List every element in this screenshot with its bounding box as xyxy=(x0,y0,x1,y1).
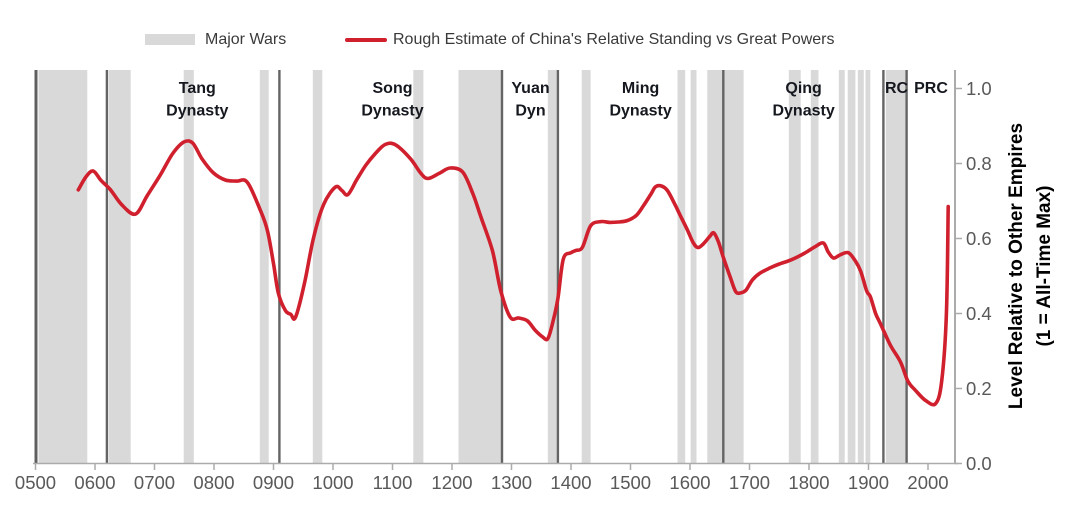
war-band xyxy=(183,70,194,464)
x-tick-label: 0900 xyxy=(253,472,294,493)
legend: Major Wars Rough Estimate of China's Rel… xyxy=(0,0,1080,60)
war-band xyxy=(259,70,269,464)
x-tick-label: 1300 xyxy=(491,472,532,493)
dynasty-label: Dynasty xyxy=(609,103,671,120)
x-tick-label: 0800 xyxy=(193,472,234,493)
y-tick-label: 0.8 xyxy=(966,153,992,174)
x-tick-label: 1000 xyxy=(312,472,353,493)
y-tick-label: 0.2 xyxy=(966,378,992,399)
war-band xyxy=(38,70,88,464)
y-axis-title: Level Relative to Other Empires xyxy=(1006,123,1027,409)
dynasty-label: Song xyxy=(373,80,413,97)
war-band xyxy=(677,70,686,464)
x-tick-label: 0700 xyxy=(134,472,175,493)
dynasty-label: Dynasty xyxy=(772,103,834,120)
dynasty-label: Qing xyxy=(785,80,821,97)
y-tick-label: 0.0 xyxy=(966,453,992,474)
x-tick-label: 1700 xyxy=(729,472,770,493)
dynasty-label: Dyn xyxy=(515,103,545,120)
war-band xyxy=(857,70,864,464)
dynasty-label: Dynasty xyxy=(361,103,423,120)
estimate-line-label: Rough Estimate of China's Relative Stand… xyxy=(393,31,835,48)
x-tick-label: 1500 xyxy=(610,472,651,493)
y-axis-title: (1 = All-Time Max) xyxy=(1034,185,1055,346)
war-band xyxy=(108,70,131,464)
dynasty-label: PRC xyxy=(914,80,948,97)
y-tick-label: 1.0 xyxy=(966,78,992,99)
major-wars-swatch xyxy=(145,34,195,45)
dynasty-label: Tang xyxy=(179,80,216,97)
y-tick-label: 0.4 xyxy=(966,303,992,324)
dynasty-label: Ming xyxy=(622,80,659,97)
major-wars-label: Major Wars xyxy=(205,31,287,48)
war-band xyxy=(885,70,906,464)
estimate-line-swatch xyxy=(345,38,387,42)
x-tick-label: 0600 xyxy=(74,472,115,493)
y-tick-label: 0.6 xyxy=(966,228,992,249)
x-tick-label: 1600 xyxy=(669,472,710,493)
war-band xyxy=(413,70,424,464)
war-band xyxy=(581,70,591,464)
war-band xyxy=(547,70,557,464)
dynasty-label: RC xyxy=(885,80,909,97)
x-tick-label: 1400 xyxy=(550,472,591,493)
x-tick-label: 1100 xyxy=(373,472,413,493)
x-tick-label: 1200 xyxy=(431,472,472,493)
war-band xyxy=(788,70,801,464)
estimate-line xyxy=(76,138,950,407)
war-band xyxy=(847,70,856,464)
dynasty-label: Dynasty xyxy=(166,103,228,120)
war-band xyxy=(690,70,697,464)
x-tick-label: 1800 xyxy=(788,472,829,493)
x-tick-label: 2000 xyxy=(907,472,948,493)
x-tick-label: 0500 xyxy=(15,472,56,493)
x-tick-label: 1900 xyxy=(848,472,889,493)
war-band xyxy=(838,70,845,464)
dynasty-label: Yuan xyxy=(511,80,549,97)
war-band xyxy=(810,70,819,464)
war-band xyxy=(865,70,871,464)
war-band xyxy=(312,70,323,464)
